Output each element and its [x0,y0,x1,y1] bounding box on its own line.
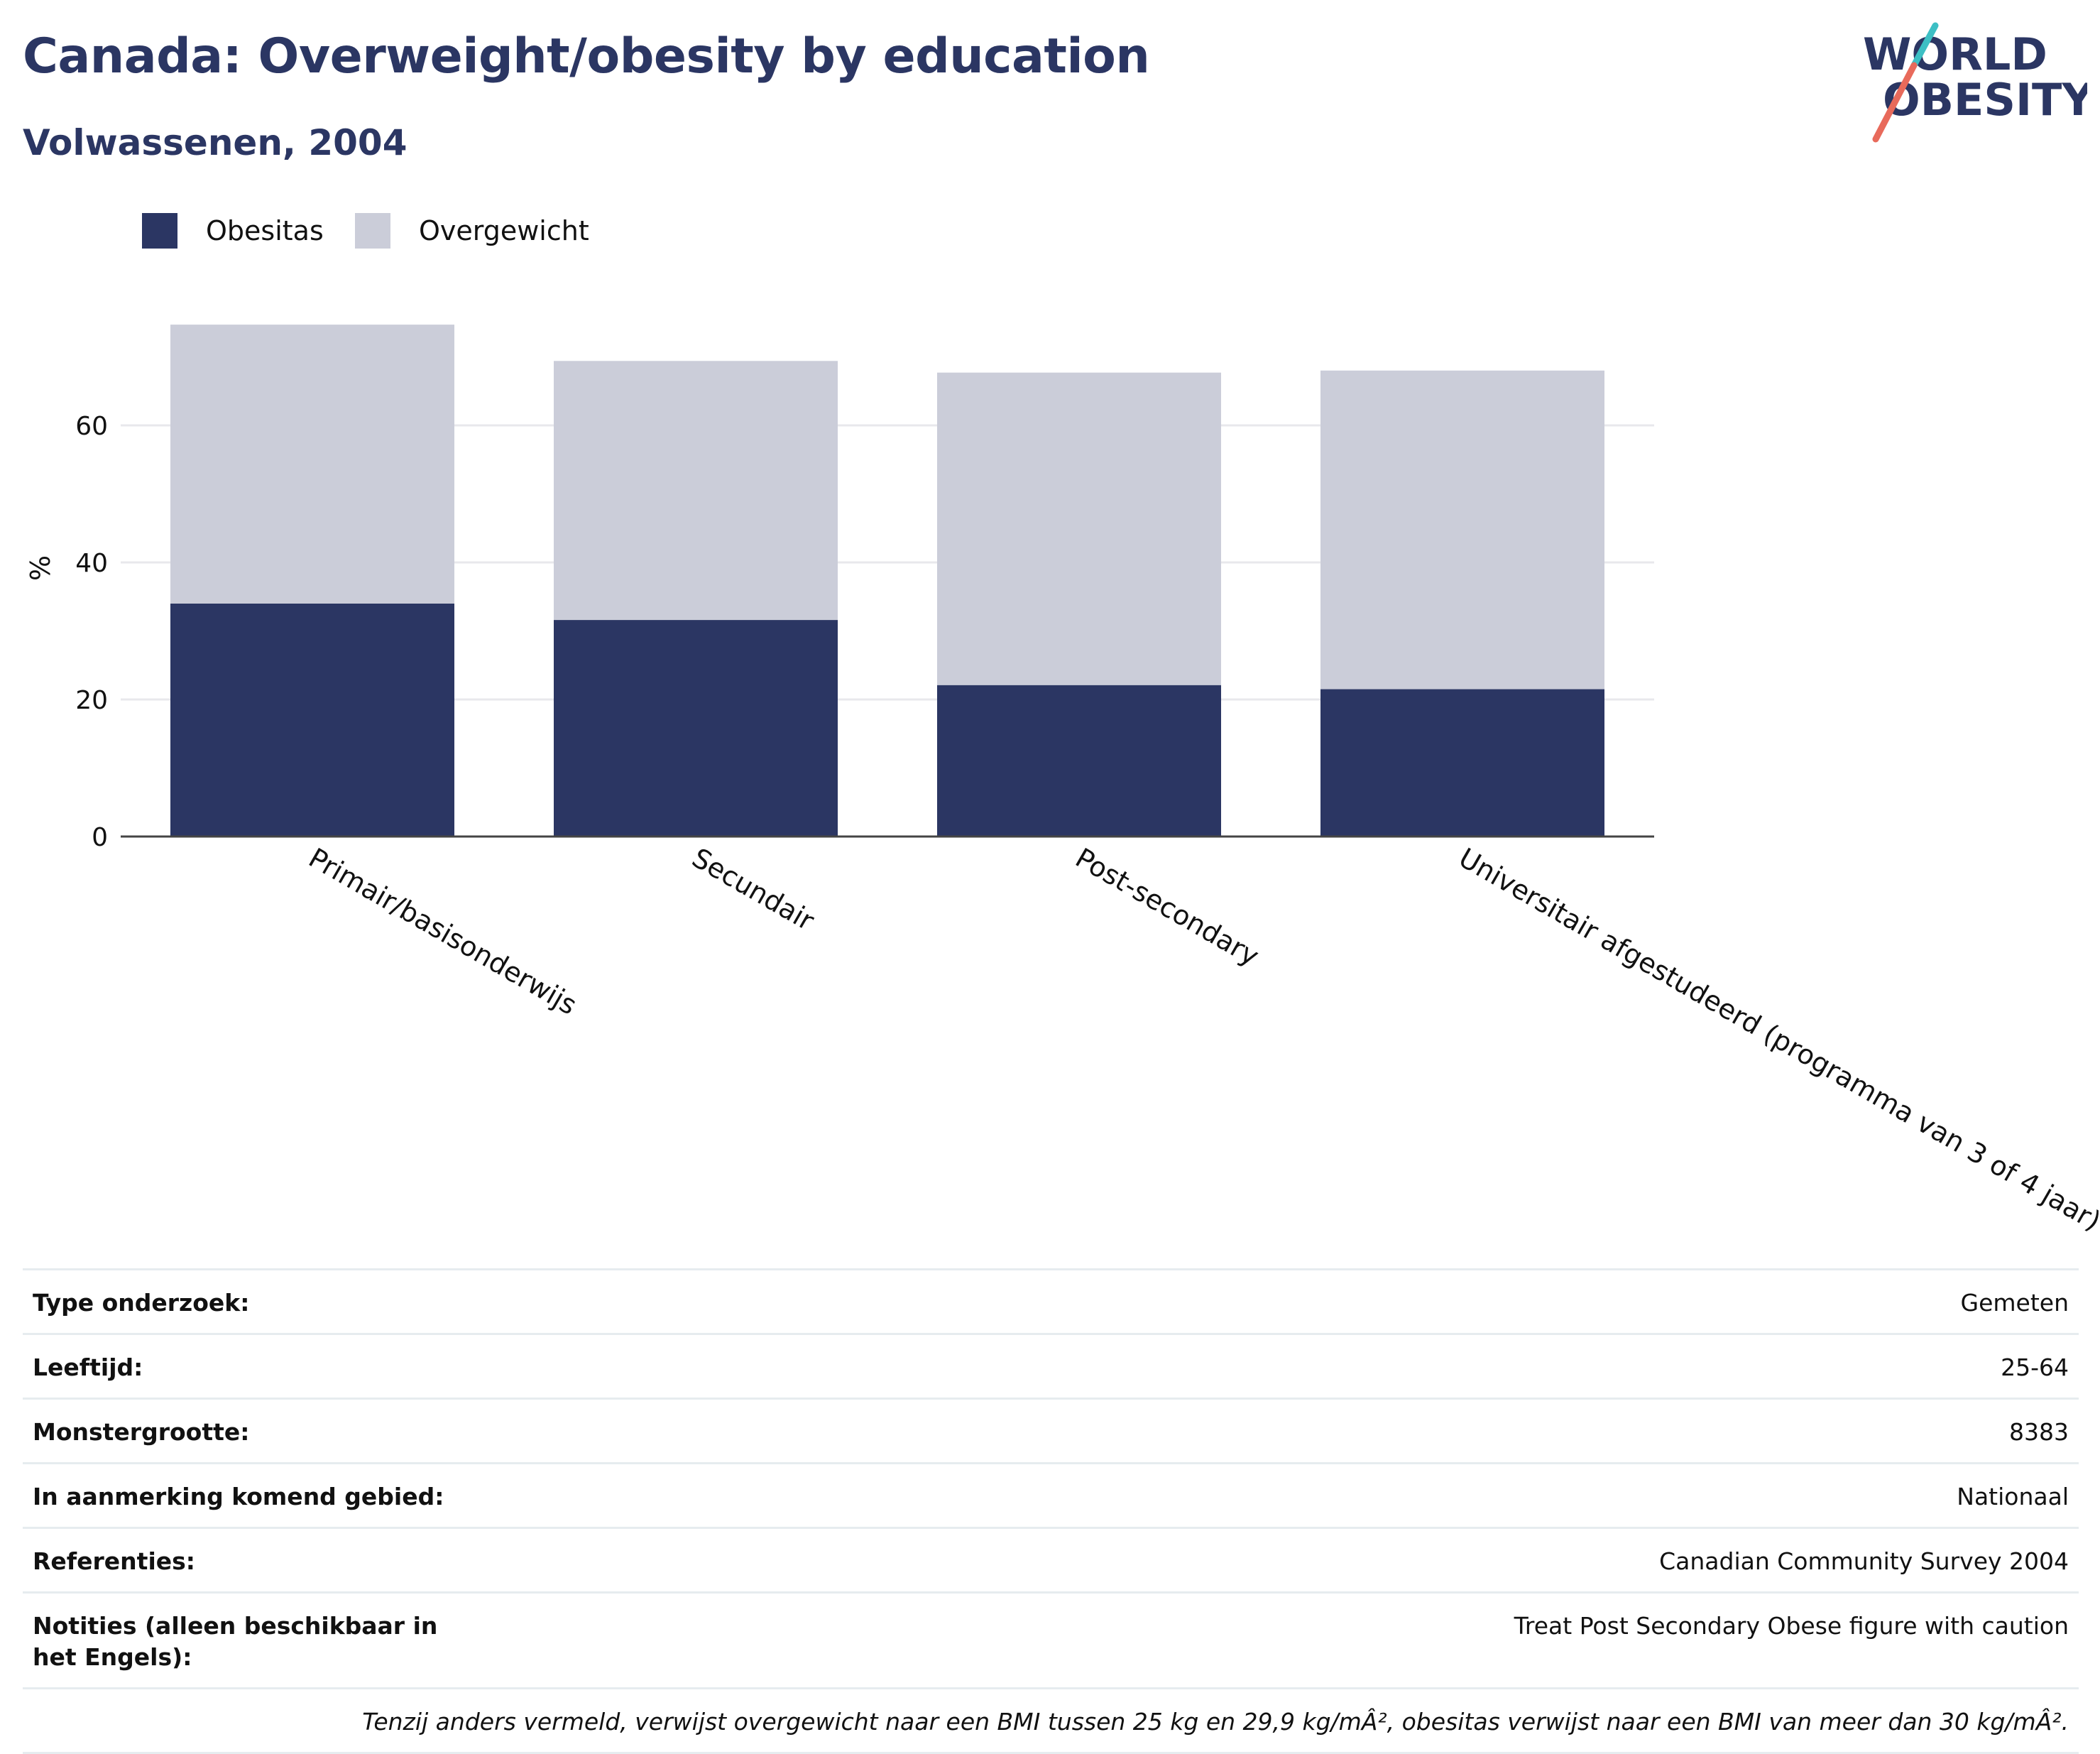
bar-obesitas [937,685,1221,837]
x-tick-label: Post-secondary [1071,842,1264,972]
y-axis-label: % [25,555,56,581]
footnote-row: Tenzij anders vermeld, verwijst overgewi… [23,1687,2079,1754]
logo-text-world: WORLD [1863,28,2047,80]
info-row-label: Referenties: [33,1546,473,1577]
info-row-label: Notities (alleen beschikbaar in het Enge… [33,1611,473,1673]
legend-swatch-obesitas [142,213,177,249]
stacked-bar-chart: 0 20 40 60% Primair/basisonderwijs Secundair P… [0,270,2100,1250]
info-row-value: 25-64 [2001,1352,2069,1383]
info-row-label: In aanmerking komend gebied: [33,1481,473,1513]
footnote-text: Tenzij anders vermeld, verwijst overgewi… [362,1706,2069,1738]
info-row-value: Canadian Community Survey 2004 [1659,1546,2069,1577]
y-tick-label: 60 [75,412,108,441]
info-row-value: Treat Post Secondary Obese figure with c… [1514,1611,2069,1642]
legend-label-overgewicht: Overgewicht [419,215,589,246]
y-tick-label: 40 [75,549,108,578]
survey-info-table: Type onderzoek: Gemeten Leeftijd: 25-64 Mons… [23,1268,2079,1754]
info-row-label: Monstergrootte: [33,1417,473,1448]
bar-overgewicht [170,325,454,604]
bar-overgewicht [554,361,838,620]
y-tick-label: 20 [75,686,108,715]
legend-swatch-overgewicht [355,213,390,249]
info-row: Referenties: Canadian Community Survey 20… [23,1527,2079,1591]
info-row: Notities (alleen beschikbaar in het Enge… [23,1591,2079,1687]
x-tick-label: Universitair afgestudeerd (programma van… [1454,842,2100,1237]
page-title: Canada: Overweight/obesity by education [23,28,1149,85]
info-row-value: Nationaal [1957,1481,2069,1513]
legend-label-obesitas: Obesitas [206,215,324,246]
info-row-label: Leeftijd: [33,1352,473,1383]
bar-obesitas [170,604,454,837]
x-tick-label: Secundair [687,842,820,937]
x-tick-label: Primair/basisonderwijs [304,842,582,1021]
info-row-value: Gemeten [1961,1287,2069,1319]
legend-item-overgewicht[interactable]: Overgewicht [355,212,589,250]
y-tick-label: 0 [92,823,108,852]
info-row: In aanmerking komend gebied: Nationaal [23,1462,2079,1527]
page-subtitle: Volwassenen, 2004 [23,122,407,163]
info-row: Leeftijd: 25-64 [23,1333,2079,1398]
bar-obesitas [554,620,838,837]
info-row: Monstergrootte: 8383 [23,1398,2079,1462]
bar-overgewicht [1320,371,1604,690]
world-obesity-logo: WORLD OBESITY [1846,21,2087,149]
legend-item-obesitas[interactable]: Obesitas [142,212,324,250]
info-row-value: 8383 [2009,1417,2069,1448]
logo-text-obesity: OBESITY [1883,74,2087,126]
bar-obesitas [1320,690,1604,837]
info-row: Type onderzoek: Gemeten [23,1268,2079,1333]
bar-overgewicht [937,373,1221,685]
info-row-label: Type onderzoek: [33,1287,473,1319]
